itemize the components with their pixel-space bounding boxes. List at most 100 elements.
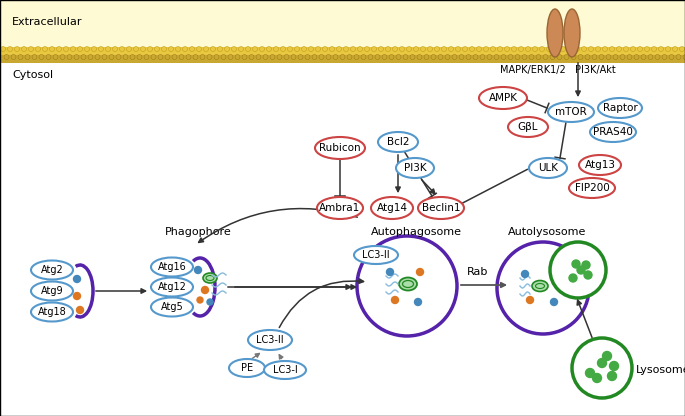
Circle shape — [459, 54, 464, 59]
Circle shape — [147, 47, 153, 52]
Text: Phagophore: Phagophore — [164, 227, 232, 237]
Circle shape — [280, 47, 286, 52]
Circle shape — [245, 47, 251, 52]
Text: ULK: ULK — [538, 163, 558, 173]
Circle shape — [242, 54, 247, 59]
Circle shape — [158, 54, 163, 59]
Text: mTOR: mTOR — [555, 107, 587, 117]
Circle shape — [329, 47, 334, 52]
Ellipse shape — [151, 297, 193, 317]
Circle shape — [375, 54, 380, 59]
Circle shape — [536, 54, 541, 59]
Circle shape — [417, 54, 422, 59]
Circle shape — [116, 54, 121, 59]
Circle shape — [456, 47, 460, 52]
Circle shape — [144, 54, 149, 59]
Circle shape — [127, 47, 132, 52]
Circle shape — [501, 54, 506, 59]
Circle shape — [253, 47, 258, 52]
Circle shape — [343, 47, 349, 52]
Text: MAPK/ERK1/2: MAPK/ERK1/2 — [500, 65, 566, 75]
Circle shape — [130, 54, 135, 59]
Circle shape — [172, 54, 177, 59]
Circle shape — [260, 47, 264, 52]
Text: LC3-II: LC3-II — [362, 250, 390, 260]
Circle shape — [449, 47, 453, 52]
Circle shape — [225, 47, 229, 52]
Circle shape — [238, 47, 243, 52]
Circle shape — [105, 47, 110, 52]
Circle shape — [651, 47, 656, 52]
Text: Atg18: Atg18 — [38, 307, 66, 317]
Circle shape — [319, 54, 324, 59]
Circle shape — [210, 47, 216, 52]
Circle shape — [308, 47, 314, 52]
Circle shape — [364, 47, 369, 52]
Circle shape — [504, 47, 510, 52]
Ellipse shape — [317, 197, 363, 219]
Circle shape — [8, 47, 12, 52]
Ellipse shape — [529, 158, 567, 178]
Text: Atg14: Atg14 — [377, 203, 408, 213]
Circle shape — [445, 54, 450, 59]
Circle shape — [606, 54, 611, 59]
Circle shape — [266, 47, 271, 52]
Circle shape — [371, 47, 377, 52]
Circle shape — [392, 297, 399, 304]
Text: PI3K/Akt: PI3K/Akt — [575, 65, 615, 75]
Circle shape — [382, 54, 387, 59]
Circle shape — [620, 54, 625, 59]
Circle shape — [249, 54, 254, 59]
Circle shape — [207, 54, 212, 59]
Circle shape — [487, 54, 492, 59]
Circle shape — [597, 359, 606, 367]
Ellipse shape — [564, 9, 580, 57]
Circle shape — [203, 47, 208, 52]
Circle shape — [553, 47, 558, 52]
Circle shape — [190, 47, 195, 52]
Circle shape — [462, 47, 467, 52]
Circle shape — [603, 352, 612, 361]
Ellipse shape — [590, 122, 636, 142]
Circle shape — [277, 54, 282, 59]
Circle shape — [427, 47, 432, 52]
Circle shape — [49, 47, 55, 52]
Circle shape — [155, 47, 160, 52]
Circle shape — [634, 54, 639, 59]
Text: Autolysosome: Autolysosome — [508, 227, 586, 237]
Circle shape — [527, 297, 534, 304]
Circle shape — [1, 47, 5, 52]
Bar — [0, 0, 685, 55]
Circle shape — [95, 54, 100, 59]
Ellipse shape — [378, 132, 418, 152]
Ellipse shape — [532, 280, 548, 292]
Circle shape — [669, 54, 674, 59]
Ellipse shape — [31, 260, 73, 280]
Text: Atg12: Atg12 — [158, 282, 186, 292]
Circle shape — [608, 371, 616, 381]
Circle shape — [357, 236, 457, 336]
Circle shape — [64, 47, 68, 52]
Circle shape — [584, 271, 592, 279]
Circle shape — [572, 338, 632, 398]
Circle shape — [578, 54, 583, 59]
Circle shape — [515, 54, 520, 59]
Circle shape — [512, 47, 516, 52]
Text: Atg2: Atg2 — [40, 265, 64, 275]
Ellipse shape — [547, 9, 563, 57]
Circle shape — [379, 47, 384, 52]
Circle shape — [351, 47, 356, 52]
Circle shape — [571, 54, 576, 59]
Circle shape — [497, 47, 503, 52]
Circle shape — [4, 54, 9, 59]
Circle shape — [386, 268, 393, 275]
Text: Cytosol: Cytosol — [12, 70, 53, 80]
Circle shape — [399, 47, 405, 52]
Circle shape — [557, 54, 562, 59]
Circle shape — [613, 54, 618, 59]
Circle shape — [599, 54, 604, 59]
Ellipse shape — [569, 178, 615, 198]
Circle shape — [623, 47, 629, 52]
Circle shape — [298, 54, 303, 59]
Ellipse shape — [418, 197, 464, 219]
